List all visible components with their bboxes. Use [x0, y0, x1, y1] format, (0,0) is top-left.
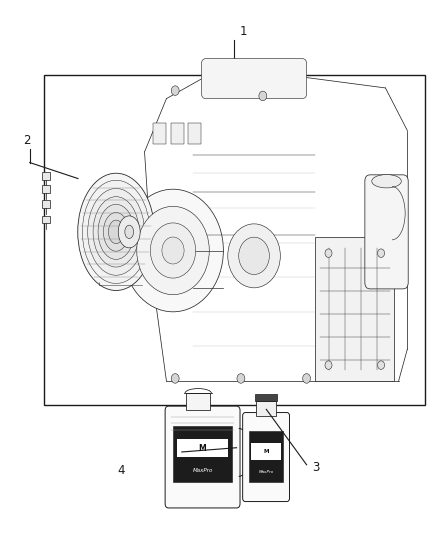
Bar — [42, 172, 50, 180]
Bar — [249, 431, 283, 482]
Text: M: M — [199, 444, 206, 453]
Text: 3: 3 — [312, 462, 319, 474]
FancyBboxPatch shape — [188, 123, 201, 144]
Bar — [315, 237, 394, 381]
Text: MaxPro: MaxPro — [258, 470, 274, 474]
Circle shape — [303, 374, 311, 383]
Text: 2: 2 — [23, 134, 30, 147]
Bar — [255, 394, 277, 401]
FancyBboxPatch shape — [243, 413, 290, 502]
Circle shape — [171, 374, 179, 383]
Ellipse shape — [125, 225, 134, 239]
Circle shape — [378, 249, 385, 257]
Text: 1: 1 — [240, 26, 247, 38]
FancyBboxPatch shape — [165, 406, 240, 508]
Circle shape — [162, 237, 184, 264]
Ellipse shape — [88, 189, 145, 275]
Bar — [173, 426, 232, 482]
Ellipse shape — [98, 204, 134, 260]
FancyBboxPatch shape — [153, 123, 166, 144]
FancyBboxPatch shape — [201, 59, 307, 99]
Ellipse shape — [82, 180, 150, 284]
Ellipse shape — [118, 216, 140, 248]
Circle shape — [239, 237, 269, 274]
Circle shape — [171, 86, 179, 95]
Ellipse shape — [103, 213, 129, 251]
Circle shape — [325, 249, 332, 257]
Text: 4: 4 — [117, 464, 125, 477]
Ellipse shape — [78, 173, 154, 290]
Text: M: M — [263, 449, 269, 454]
FancyBboxPatch shape — [365, 175, 408, 289]
Bar — [186, 393, 210, 410]
Bar — [251, 443, 281, 460]
Bar — [177, 439, 228, 457]
Bar — [44, 75, 425, 405]
FancyBboxPatch shape — [171, 123, 184, 144]
Ellipse shape — [93, 197, 139, 267]
Circle shape — [325, 361, 332, 369]
Bar — [42, 185, 50, 193]
Bar — [42, 216, 50, 223]
Circle shape — [123, 189, 223, 312]
Circle shape — [259, 91, 267, 101]
Bar — [256, 401, 276, 416]
Ellipse shape — [372, 174, 401, 188]
Circle shape — [378, 361, 385, 369]
Circle shape — [137, 206, 209, 295]
Bar — [42, 200, 50, 208]
Circle shape — [150, 223, 196, 278]
Circle shape — [228, 224, 280, 288]
Text: MaxPro: MaxPro — [192, 467, 213, 473]
Ellipse shape — [108, 220, 124, 244]
Circle shape — [237, 374, 245, 383]
